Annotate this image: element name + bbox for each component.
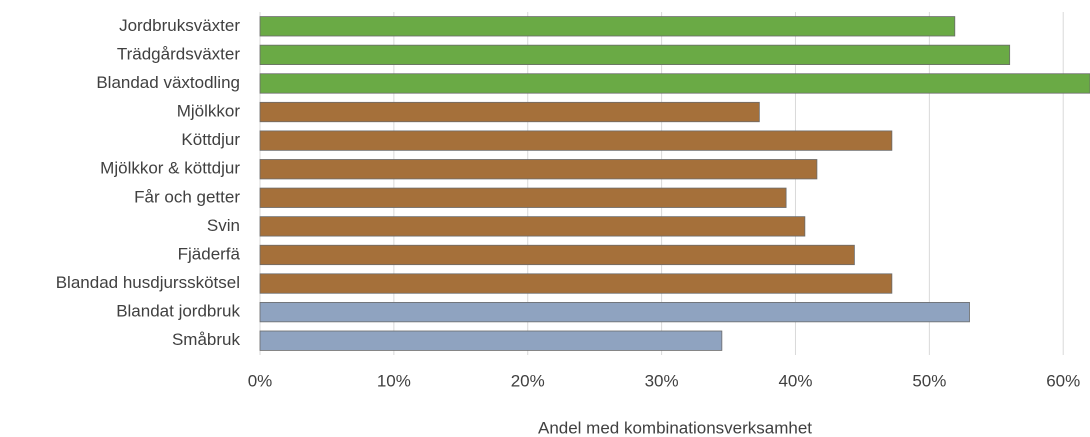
x-tick-label: 20% [511, 371, 545, 390]
bar [259, 101, 760, 123]
bar [259, 159, 818, 180]
x-tick-label: 60% [1046, 371, 1080, 390]
bar [259, 187, 787, 208]
y-tick-label: Blandad husdjursskötsel [56, 273, 240, 292]
x-tick-label: 30% [645, 371, 679, 390]
x-tick-label: 40% [778, 371, 812, 390]
bar [259, 244, 855, 266]
y-tick-label: Får och getter [134, 187, 240, 206]
y-tick-label: Mjölkkor & köttdjur [100, 159, 240, 178]
bar [259, 44, 1011, 65]
y-tick-label: Jordbruksväxter [119, 16, 240, 35]
y-tick-label: Köttdjur [181, 130, 240, 149]
x-tick-label: 50% [912, 371, 946, 390]
y-tick-label: Blandad växtodling [96, 73, 240, 92]
bar [259, 302, 970, 323]
bar [259, 130, 893, 151]
bar [259, 16, 956, 37]
y-tick-label: Trädgårdsväxter [117, 44, 240, 63]
y-tick-label: Mjölkkor [177, 102, 241, 121]
y-tick-label: Småbruk [172, 330, 241, 349]
x-axis-title: Andel med kombinationsverksamhet [538, 418, 812, 437]
x-tick-label: 0% [248, 371, 273, 390]
bar [259, 330, 723, 351]
bar [259, 216, 806, 237]
x-tick-label: 10% [377, 371, 411, 390]
y-tick-label: Blandat jordbruk [116, 302, 240, 321]
bar [259, 273, 893, 294]
y-tick-label: Svin [207, 216, 240, 235]
bar [259, 73, 1090, 94]
y-tick-label: Fjäderfä [178, 244, 241, 263]
